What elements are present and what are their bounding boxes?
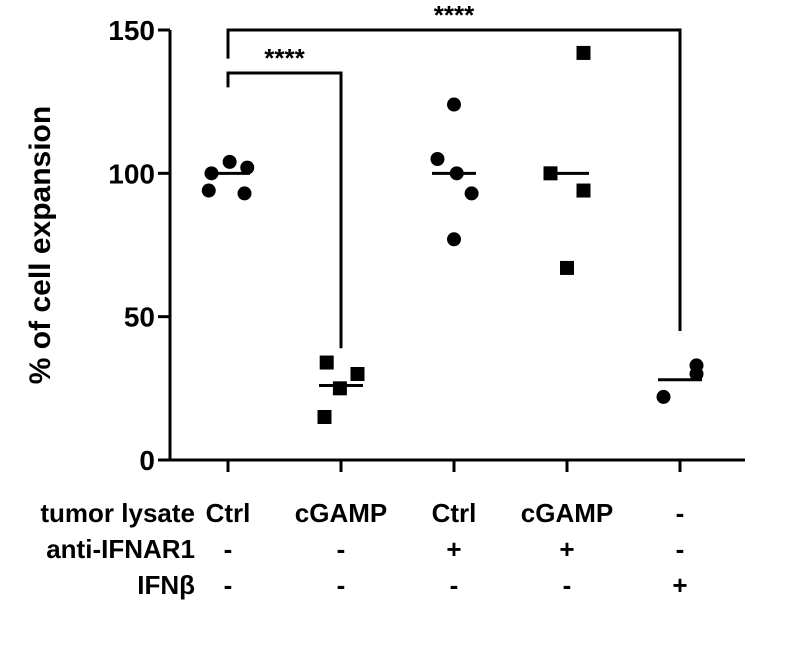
y-tick-label: 50 xyxy=(124,302,155,333)
y-tick-label: 150 xyxy=(108,15,155,46)
condition-cell: + xyxy=(672,570,687,600)
data-point xyxy=(318,410,332,424)
condition-cell: Ctrl xyxy=(206,498,251,528)
condition-cell: + xyxy=(559,534,574,564)
data-point xyxy=(431,152,445,166)
data-point xyxy=(657,390,671,404)
condition-cell: - xyxy=(224,534,233,564)
data-point xyxy=(447,232,461,246)
data-point xyxy=(238,186,252,200)
data-point xyxy=(450,166,464,180)
data-point xyxy=(351,367,365,381)
condition-cell: - xyxy=(563,570,572,600)
data-point xyxy=(333,381,347,395)
data-point xyxy=(465,186,479,200)
data-point xyxy=(544,166,558,180)
condition-row-label: IFNβ xyxy=(137,570,195,600)
data-point xyxy=(240,161,254,175)
y-tick-label: 100 xyxy=(108,158,155,189)
condition-cell: cGAMP xyxy=(521,498,613,528)
condition-cell: - xyxy=(337,534,346,564)
condition-cell: - xyxy=(450,570,459,600)
data-point xyxy=(205,166,219,180)
data-point xyxy=(447,98,461,112)
condition-cell: Ctrl xyxy=(432,498,477,528)
condition-cell: - xyxy=(224,570,233,600)
y-axis-label: % of cell expansion xyxy=(24,106,57,384)
cell-expansion-scatter: 0 50 100 150 % of cell expansion **** **** tumo… xyxy=(0,0,785,650)
significance-label: **** xyxy=(264,43,305,73)
data-point xyxy=(320,356,334,370)
data-point xyxy=(223,155,237,169)
y-tick-label: 0 xyxy=(139,445,155,476)
condition-cell: + xyxy=(446,534,461,564)
data-point xyxy=(577,46,591,60)
condition-cell: cGAMP xyxy=(295,498,387,528)
significance-label: **** xyxy=(434,0,475,30)
condition-row-label: tumor lysate xyxy=(40,498,195,528)
data-point xyxy=(690,367,704,381)
condition-cell: - xyxy=(676,534,685,564)
data-point xyxy=(560,261,574,275)
data-point xyxy=(577,184,591,198)
condition-row-label: anti-IFNAR1 xyxy=(46,534,195,564)
condition-cell: - xyxy=(676,498,685,528)
condition-cell: - xyxy=(337,570,346,600)
data-point xyxy=(202,184,216,198)
